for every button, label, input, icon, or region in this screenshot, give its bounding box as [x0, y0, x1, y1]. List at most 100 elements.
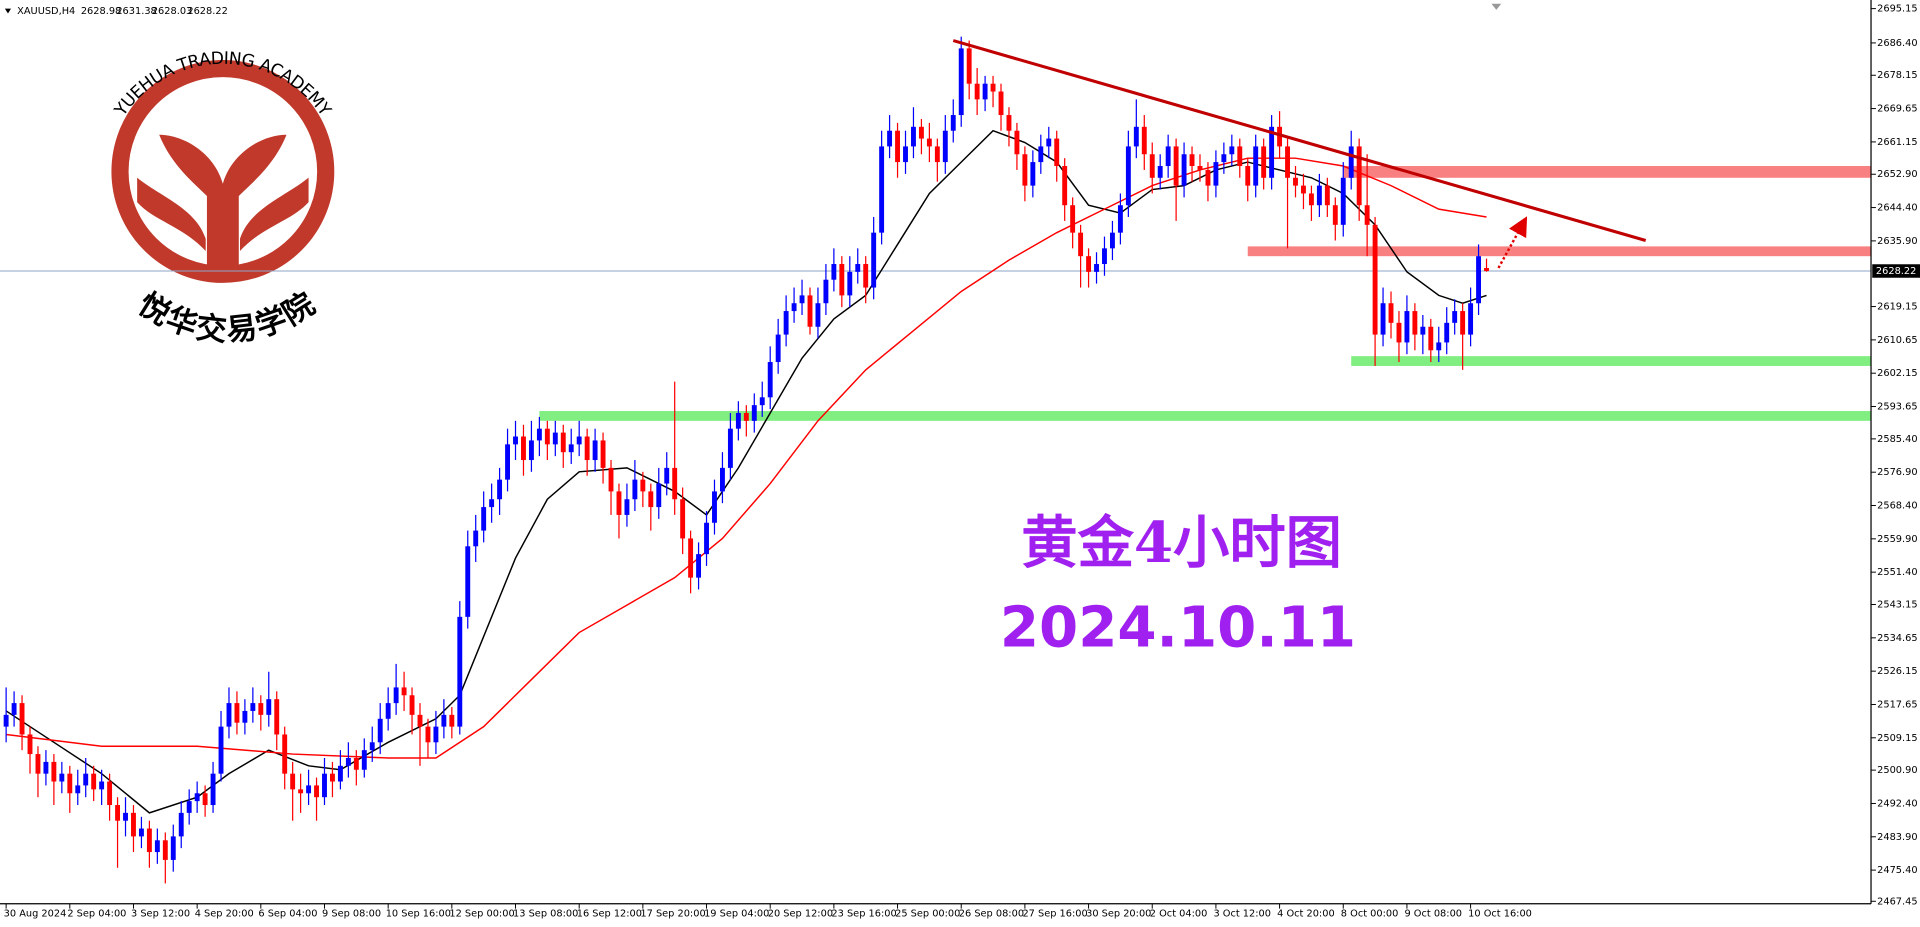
candle-body [1380, 303, 1386, 335]
candle-body [1181, 154, 1187, 186]
y-tick-label: 2695.15 [1877, 4, 1917, 15]
candle-body [839, 264, 845, 296]
candle-body [361, 750, 367, 770]
candle-body [576, 436, 582, 445]
candle-body [1293, 177, 1298, 186]
y-tick-label: 2661.15 [1877, 137, 1917, 148]
candle-body [1308, 193, 1314, 206]
candle-body [1197, 166, 1203, 170]
candle-body [1157, 166, 1163, 178]
candle-body [1245, 166, 1251, 186]
candle-body [1285, 146, 1290, 178]
candle-body [815, 303, 821, 327]
candle-body [1046, 138, 1052, 147]
candle-body [250, 703, 256, 711]
candle-body [513, 436, 518, 445]
x-tick-label: 3 Oct 12:00 [1213, 909, 1271, 920]
candle-body [282, 734, 288, 774]
candle-body [19, 703, 25, 735]
y-tick-label: 2543.15 [1877, 600, 1917, 611]
y-tick-label: 2576.90 [1877, 467, 1917, 478]
candle-body [719, 467, 725, 492]
candle-body [91, 773, 97, 790]
candle-body [178, 812, 184, 837]
candle-body [1460, 311, 1466, 335]
candle-body [958, 48, 964, 116]
candle-body [441, 714, 447, 727]
candle-body [489, 499, 495, 508]
candle-body [170, 836, 176, 860]
x-tick-label: 30 Sep 20:00 [1086, 909, 1151, 920]
candle-body [552, 432, 558, 445]
candle-body [1054, 138, 1060, 167]
candle-body [99, 781, 105, 790]
candle-body [831, 264, 837, 280]
candle-body [887, 130, 893, 147]
candle-body [712, 491, 717, 523]
x-tick-label: 17 Sep 20:00 [640, 909, 705, 920]
arrow [1497, 216, 1528, 269]
candle-body [903, 146, 908, 163]
candle-body [1269, 126, 1275, 178]
candle-body [799, 295, 805, 304]
candle-body [1094, 264, 1099, 272]
candle-body [966, 48, 972, 84]
y-tick-label: 2492.40 [1877, 798, 1917, 809]
y-tick-label: 2610.65 [1877, 335, 1917, 346]
candle-body [266, 699, 272, 715]
candle-body [608, 467, 614, 492]
candle-body [218, 726, 224, 774]
y-tick-label: 2534.65 [1877, 633, 1917, 644]
candle-body [863, 264, 869, 288]
candle-body [1125, 146, 1131, 206]
price-label: 2628.22 [1876, 266, 1916, 277]
zone [1247, 246, 1872, 257]
candle-body [1237, 146, 1243, 167]
candle-body [457, 616, 463, 727]
candle-body [306, 785, 312, 794]
x-tick-label: 10 Sep 16:00 [386, 909, 451, 920]
candle-body [1006, 115, 1012, 131]
candle-body [791, 303, 797, 312]
candle-body [727, 428, 733, 468]
shift-marker [1491, 3, 1502, 10]
candle-body [990, 83, 996, 92]
candle-body [584, 436, 590, 461]
candle-body [353, 757, 359, 770]
x-tick-label: 3 Sep 12:00 [131, 909, 190, 920]
candle-body [210, 773, 216, 806]
candle-body [871, 232, 877, 288]
candle-body [67, 773, 73, 794]
y-tick-label: 2652.90 [1877, 169, 1917, 180]
candle-body [337, 765, 343, 782]
candle-body [186, 801, 192, 813]
candle-body [75, 785, 81, 794]
candle-body [154, 840, 160, 853]
candle-body [473, 530, 479, 547]
x-tick-label: 26 Sep 08:00 [959, 909, 1024, 920]
y-tick-label: 2500.90 [1877, 765, 1917, 776]
candle-body [942, 130, 948, 163]
candle-body [600, 440, 606, 468]
candle-body [656, 483, 662, 508]
y-tick-label: 2635.90 [1877, 236, 1917, 247]
candle-body [1133, 126, 1139, 147]
candle-body [505, 444, 510, 480]
candle-body [1436, 342, 1442, 351]
y-tick-label: 2551.40 [1877, 567, 1917, 578]
candle-body [1261, 146, 1267, 178]
y-tick-label: 2678.15 [1877, 70, 1917, 81]
candle-body [1038, 146, 1044, 163]
zone [1343, 166, 1872, 178]
candle-body [664, 467, 670, 484]
annotation-title: 黄金4小时图 [1021, 510, 1342, 576]
candle-body [1117, 205, 1123, 233]
candle-body [568, 444, 574, 453]
header-open: 2628.98 [81, 6, 121, 17]
candle-body [879, 146, 885, 233]
x-tick-label: 4 Sep 20:00 [195, 909, 254, 920]
candle-body [1396, 322, 1402, 343]
candle-body [258, 703, 264, 715]
